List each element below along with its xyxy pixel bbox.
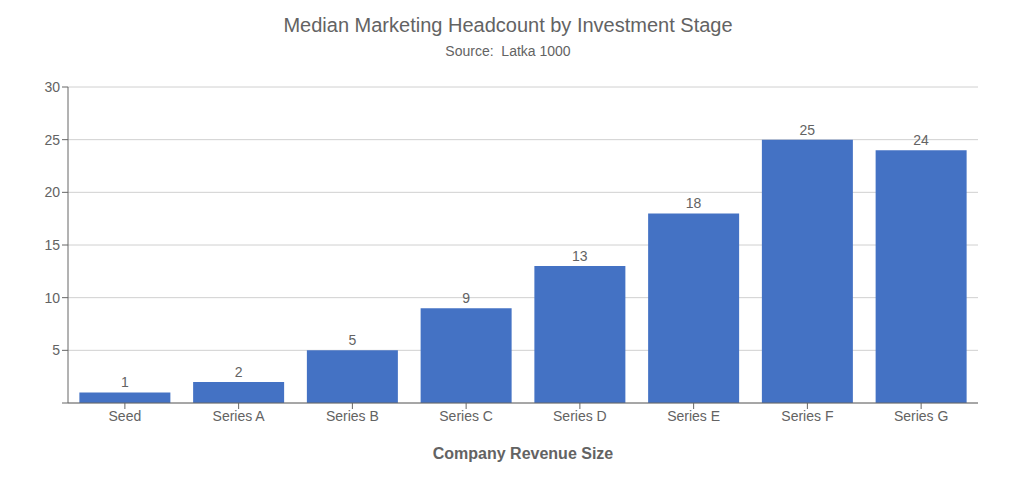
svg-text:Series E: Series E: [667, 408, 720, 424]
svg-text:Series B: Series B: [326, 408, 379, 424]
html-text:Source: Latka 1000: Source: Latka 1000: [445, 43, 571, 59]
svg-text:13: 13: [572, 248, 588, 264]
svg-text:Series F: Series F: [781, 408, 833, 424]
svg-text:5: 5: [348, 332, 356, 348]
svg-text:Series C: Series C: [439, 408, 493, 424]
svg-text:20: 20: [44, 184, 60, 200]
svg-text:18: 18: [686, 195, 702, 211]
svg-text:25: 25: [44, 132, 60, 148]
svg-text:25: 25: [800, 122, 816, 138]
svg-text:Seed: Seed: [109, 408, 142, 424]
svg-text:Series A: Series A: [213, 408, 266, 424]
svg-text:15: 15: [44, 237, 60, 253]
svg-text:1: 1: [121, 374, 129, 390]
html-text:Median Marketing Headcount by: Median Marketing Headcount by Investment…: [283, 14, 733, 36]
svg-text:2: 2: [235, 364, 243, 380]
svg-text:Series D: Series D: [553, 408, 607, 424]
svg-text:10: 10: [44, 290, 60, 306]
svg-text:24: 24: [913, 132, 929, 148]
svg-text:Company Revenue Size: Company Revenue Size: [433, 445, 614, 462]
svg-text:30: 30: [44, 79, 60, 95]
svg-text:5: 5: [52, 342, 60, 358]
svg-text:9: 9: [462, 290, 470, 306]
svg-text:Series G: Series G: [894, 408, 948, 424]
